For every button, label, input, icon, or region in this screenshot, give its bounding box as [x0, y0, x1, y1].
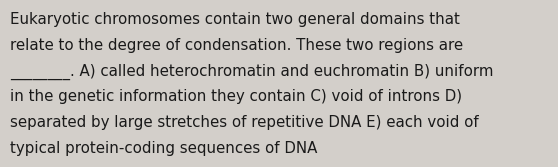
Text: Eukaryotic chromosomes contain two general domains that: Eukaryotic chromosomes contain two gener…	[10, 12, 460, 27]
Text: typical protein-coding sequences of DNA: typical protein-coding sequences of DNA	[10, 141, 318, 156]
Text: ________. A) called heterochromatin and euchromatin B) uniform: ________. A) called heterochromatin and …	[10, 63, 493, 80]
Text: relate to the degree of condensation. These two regions are: relate to the degree of condensation. Th…	[10, 38, 463, 53]
Text: in the genetic information they contain C) void of introns D): in the genetic information they contain …	[10, 89, 462, 104]
Text: separated by large stretches of repetitive DNA E) each void of: separated by large stretches of repetiti…	[10, 115, 479, 130]
